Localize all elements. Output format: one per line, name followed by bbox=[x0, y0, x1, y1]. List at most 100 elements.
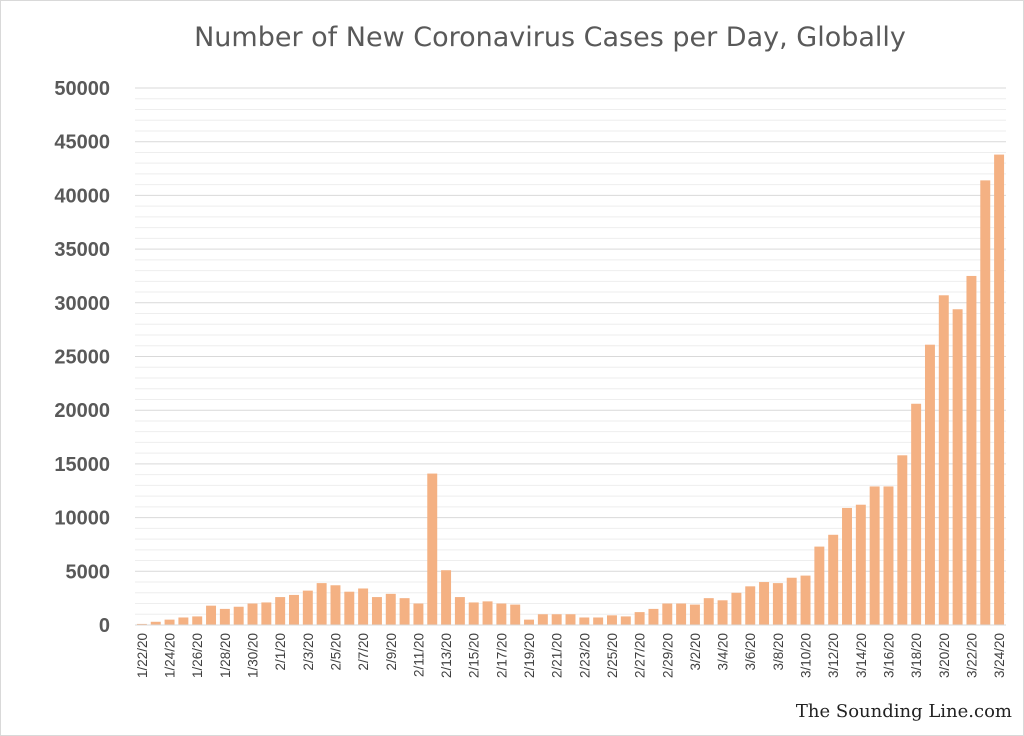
bar bbox=[897, 455, 908, 625]
bar bbox=[731, 592, 742, 625]
bar bbox=[648, 608, 659, 625]
bar bbox=[620, 616, 631, 625]
bar bbox=[302, 590, 313, 625]
y-axis: 0 5000 10000 15000 20000 25000 30000 35000 40000… bbox=[54, 78, 110, 637]
bar bbox=[275, 597, 286, 625]
x-tick-label: 2/23/20 bbox=[577, 633, 592, 678]
bar bbox=[565, 614, 576, 625]
bar bbox=[537, 614, 548, 625]
bar bbox=[634, 612, 645, 625]
bar bbox=[883, 486, 894, 625]
bar bbox=[371, 597, 382, 625]
bar bbox=[800, 575, 811, 625]
bar bbox=[454, 597, 465, 625]
bar bbox=[164, 619, 175, 625]
bar bbox=[385, 593, 396, 625]
x-tick-label: 3/24/20 bbox=[992, 633, 1007, 678]
x-tick-label: 2/11/20 bbox=[411, 633, 426, 677]
x-tick-label: 2/15/20 bbox=[467, 633, 482, 678]
y-tick-label: 15000 bbox=[54, 454, 110, 476]
bar bbox=[980, 180, 991, 625]
x-tick-label: 2/3/20 bbox=[301, 633, 316, 671]
bar bbox=[413, 603, 424, 625]
bar bbox=[316, 583, 327, 625]
bar bbox=[689, 604, 700, 625]
bar bbox=[952, 309, 963, 625]
bar bbox=[524, 619, 535, 625]
x-tick-label: 3/16/20 bbox=[881, 633, 896, 678]
y-tick-label: 0 bbox=[99, 615, 110, 637]
bar bbox=[828, 534, 839, 625]
bar bbox=[606, 615, 617, 625]
bar bbox=[814, 546, 825, 625]
bar bbox=[344, 591, 355, 625]
y-tick-label: 5000 bbox=[66, 561, 111, 583]
bar bbox=[662, 603, 673, 625]
bar bbox=[759, 582, 770, 625]
bar bbox=[966, 275, 977, 625]
bar bbox=[150, 621, 161, 625]
y-tick-label: 35000 bbox=[54, 239, 110, 261]
x-tick-label: 2/17/20 bbox=[494, 633, 509, 678]
y-tick-label: 45000 bbox=[54, 132, 110, 154]
x-tick-label: 2/7/20 bbox=[356, 633, 371, 671]
x-axis: 1/22/20 1/24/20 1/26/20 1/28/20 1/30/20 2/1/2… bbox=[135, 633, 1007, 678]
bar bbox=[468, 602, 479, 625]
bar bbox=[482, 601, 493, 625]
y-tick-label: 40000 bbox=[54, 185, 110, 207]
bar bbox=[924, 344, 935, 625]
x-tick-label: 2/21/20 bbox=[550, 633, 565, 678]
x-tick-label: 2/5/20 bbox=[328, 633, 343, 671]
bar bbox=[579, 617, 590, 625]
bar bbox=[441, 570, 452, 625]
x-tick-label: 1/28/20 bbox=[218, 633, 233, 678]
bar bbox=[358, 588, 369, 625]
bar bbox=[206, 605, 217, 625]
bar bbox=[496, 603, 507, 625]
x-tick-label: 1/24/20 bbox=[163, 633, 178, 678]
bar bbox=[855, 504, 866, 625]
bar bbox=[869, 486, 880, 625]
x-tick-label: 2/9/20 bbox=[384, 633, 399, 671]
bar bbox=[178, 617, 189, 625]
bar bbox=[233, 606, 244, 625]
bar bbox=[399, 598, 410, 625]
bar bbox=[551, 614, 562, 625]
x-tick-label: 2/1/20 bbox=[273, 633, 288, 671]
bar bbox=[772, 583, 783, 625]
bar bbox=[717, 600, 728, 625]
y-tick-label: 10000 bbox=[54, 508, 110, 530]
x-tick-label: 2/27/20 bbox=[633, 633, 648, 678]
bar bbox=[192, 616, 203, 625]
x-tick-label: 3/4/20 bbox=[716, 633, 731, 671]
bar bbox=[842, 507, 852, 625]
x-tick-label: 1/22/20 bbox=[135, 633, 150, 678]
x-tick-label: 3/18/20 bbox=[909, 633, 924, 678]
bar bbox=[786, 577, 797, 625]
x-tick-label: 3/10/20 bbox=[799, 633, 814, 678]
x-tick-label: 2/25/20 bbox=[605, 633, 620, 678]
x-tick-label: 3/12/20 bbox=[826, 633, 841, 678]
bar bbox=[676, 603, 687, 625]
x-tick-label: 3/6/20 bbox=[743, 633, 758, 671]
x-tick-label: 3/8/20 bbox=[771, 633, 786, 671]
bar bbox=[703, 598, 714, 625]
bar bbox=[136, 623, 147, 625]
y-tick-label: 25000 bbox=[54, 347, 110, 369]
y-tick-label: 30000 bbox=[54, 293, 110, 315]
bar bbox=[510, 604, 521, 625]
y-tick-label: 50000 bbox=[54, 78, 110, 100]
bar bbox=[330, 585, 341, 625]
x-tick-label: 3/20/20 bbox=[937, 633, 952, 678]
x-tick-label: 2/13/20 bbox=[439, 633, 454, 678]
x-tick-label: 3/2/20 bbox=[688, 633, 703, 671]
bar bbox=[938, 295, 949, 625]
x-tick-label: 2/19/20 bbox=[522, 633, 537, 678]
x-tick-label: 3/14/20 bbox=[854, 633, 869, 678]
y-tick-label: 20000 bbox=[54, 400, 110, 422]
bar bbox=[289, 594, 299, 625]
bar bbox=[247, 603, 258, 625]
watermark-text: The Sounding Line.com bbox=[795, 701, 1012, 722]
bar bbox=[994, 154, 1005, 625]
